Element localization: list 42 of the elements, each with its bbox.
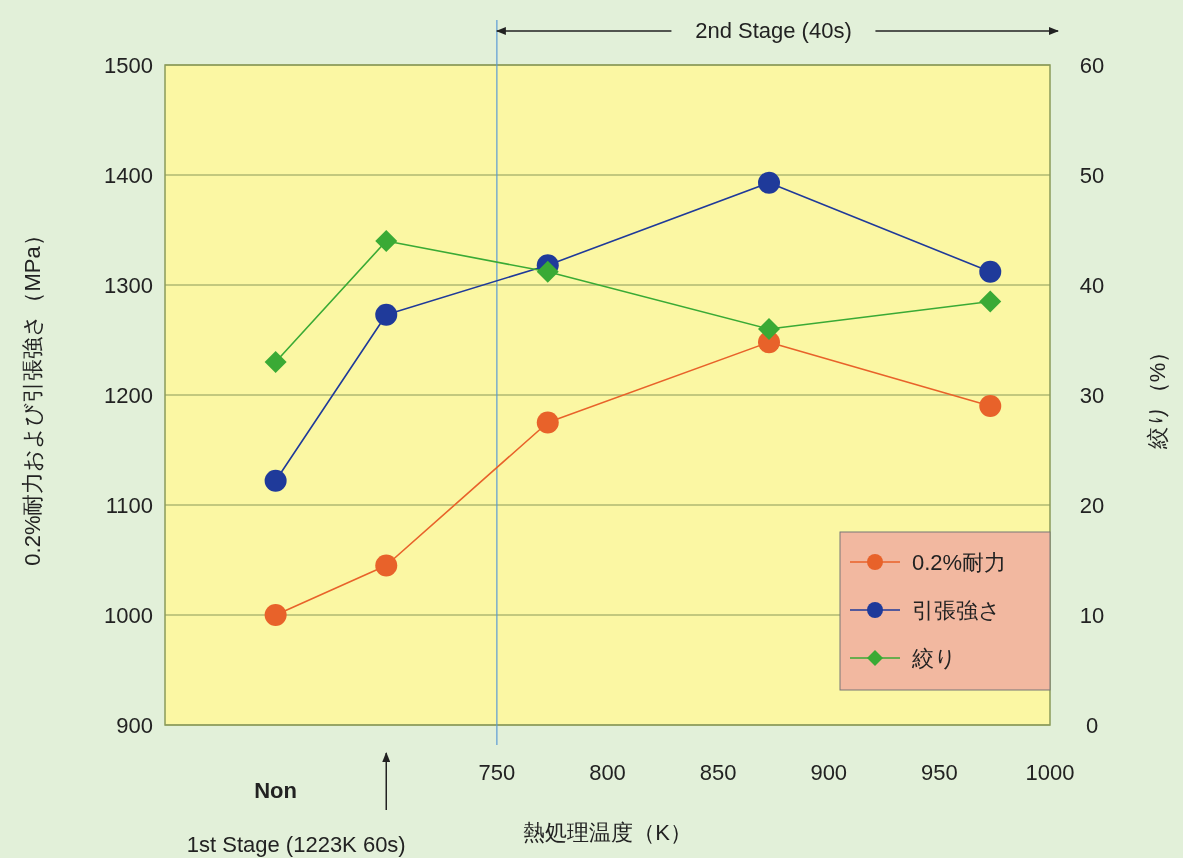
point [758, 171, 781, 194]
y-tick-label: 1300 [104, 273, 153, 298]
text: 1st Stage (1223K 60s) [186, 832, 406, 857]
y2-tick-label: 30 [1079, 383, 1105, 408]
y-tick-label: 1000 [104, 603, 153, 628]
legend-label: 引張強さ [912, 598, 1001, 623]
x-tick-label: 800 [589, 760, 626, 785]
point [758, 318, 781, 340]
point [375, 303, 398, 326]
y2-tick-label: 50 [1079, 163, 1105, 188]
y2-tick-label: 10 [1079, 603, 1105, 628]
x-tick-label: 850 [699, 760, 737, 785]
text: 2nd Stage (40s) [695, 18, 852, 43]
point [375, 230, 398, 252]
point [979, 395, 1002, 417]
point [536, 411, 559, 434]
y-axis-title: 0.2%耐力および引張強さ（MPa） [20, 224, 45, 566]
y-tick-label: 1500 [104, 53, 153, 78]
y-tick-label: 1200 [104, 383, 153, 408]
legend-label: 0.2%耐力 [912, 550, 1007, 575]
y-tick-label: 1100 [105, 493, 153, 518]
y-tick-label: 900 [116, 713, 153, 738]
y2-axis-title: 絞り（%） [1145, 340, 1170, 451]
x-tick-label: 1000 [1025, 760, 1075, 785]
y2-tick-label: 40 [1079, 273, 1105, 298]
point [264, 351, 287, 373]
point [264, 469, 287, 492]
y2-tick-label: 0 [1085, 713, 1099, 738]
point [979, 290, 1002, 313]
x-tick-label: 950 [921, 760, 958, 785]
y2-tick-label: 60 [1079, 53, 1105, 78]
point [979, 260, 1002, 283]
point [375, 554, 398, 577]
text: Non [254, 778, 298, 803]
x-tick-label: 900 [810, 760, 848, 785]
x-axis-title: 熱処理温度（K） [523, 820, 692, 845]
y-tick-label: 1400 [104, 163, 153, 188]
point [536, 260, 559, 283]
y2-tick-label: 20 [1079, 493, 1105, 518]
legend-label: 絞り [911, 646, 957, 671]
x-tick-label: 750 [478, 760, 516, 785]
point [264, 604, 287, 626]
